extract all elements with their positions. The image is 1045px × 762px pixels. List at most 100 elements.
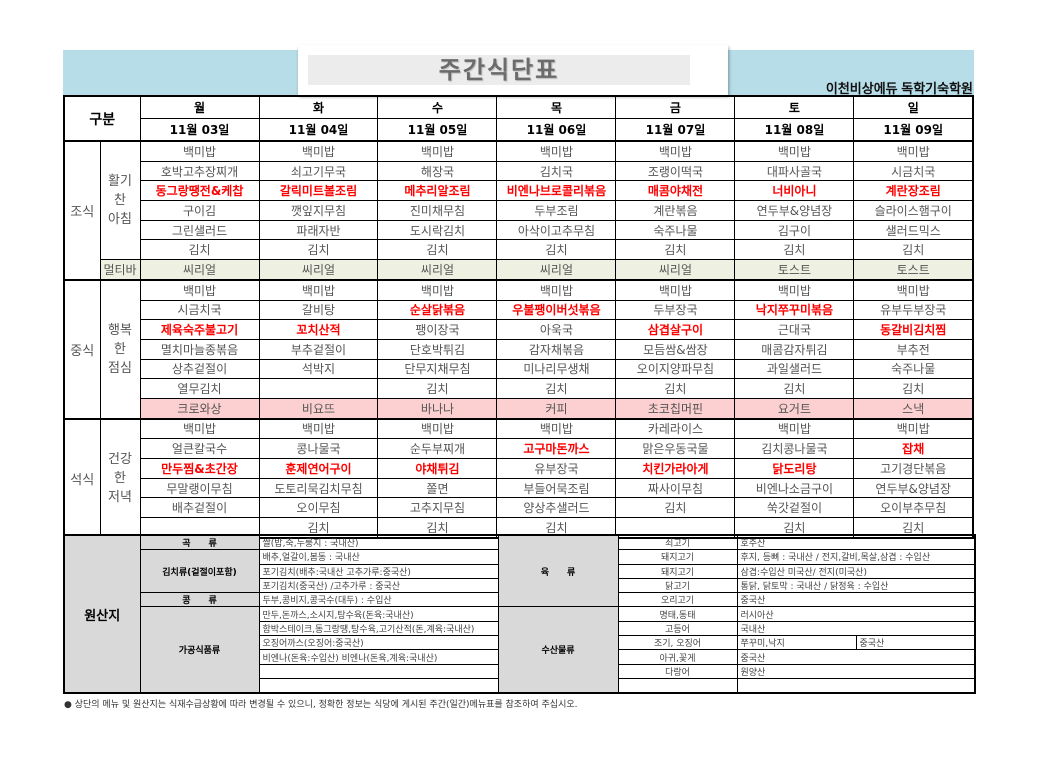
meal-subtitle: 활기 찬 아침: [99, 140, 141, 261]
menu-row: 동그랑땡전&케찹 갈릭미트볼조림 메추리알조림 비엔나브로콜리볶음 매콤야채전 너비아니 계…: [64, 180, 974, 202]
menu-item: 깻잎지무침: [258, 200, 379, 221]
menu-item: 그린샐러드: [139, 219, 260, 241]
origin-category: 수산물류: [497, 606, 619, 694]
snack-item: 초코칩머핀: [615, 397, 736, 420]
menu-item: 닭도리탕: [734, 458, 855, 479]
origin-detail: [258, 677, 499, 694]
menu-item: 과일샐러드: [734, 358, 855, 380]
menu-item: 짜사이무침: [615, 477, 736, 499]
menu-item: 김치: [139, 239, 260, 261]
menu-item: 근대국: [734, 319, 855, 340]
date-header: 11월 09일: [853, 118, 974, 142]
menu-item: 백미밥: [377, 278, 498, 301]
menu-item: 김치: [258, 239, 379, 261]
origin-item: 쇠고기: [617, 534, 738, 551]
origin-item: 닭고기: [617, 577, 738, 594]
origin-item: 조기, 오징어: [617, 635, 738, 651]
weekly-menu-table: 구분 월 화 수 목 금 토 일 11월 03일 11월 04일 11월 05일 11월 06일 11월…: [63, 95, 974, 539]
menu-item: 오이지양파무침: [615, 358, 736, 380]
menu-item: 맑은우동국물: [615, 438, 736, 459]
menu-item: [258, 378, 379, 399]
origin-detail: 호주산: [736, 534, 976, 551]
menu-row: 멸치마늘종볶음 부추겉절이 단호박튀김 감자채볶음 모듬쌈&쌈장 매콤감자튀김 부추전: [64, 338, 974, 360]
menu-item: 만두찜&초간장: [139, 458, 260, 479]
menu-item: 숙주나물: [615, 219, 736, 241]
menu-item: 배추겉절이: [139, 497, 260, 519]
menu-item: 백미밥: [258, 417, 379, 440]
menu-item: 김치: [734, 239, 855, 261]
day-header: 금: [615, 95, 736, 119]
meal-subtitle: 행복 한 점심: [99, 278, 141, 420]
date-header: 11월 03일: [139, 118, 260, 142]
menu-item: 백미밥: [615, 139, 736, 162]
origin-detail: 비엔나(돈육:수입산) 비엔나(돈육,계육:국내산): [258, 649, 499, 665]
menu-item: 꼬치산적: [258, 319, 379, 340]
menu-item: 김치: [496, 378, 617, 399]
menu-item: 백미밥: [377, 417, 498, 440]
menu-item: 메추리알조림: [377, 180, 498, 202]
origin-detail: 삼겹:수입산 미국산/ 전지(미국산): [736, 563, 976, 579]
snack-item: 커피: [496, 397, 617, 420]
menu-item: 열무김치: [139, 378, 260, 399]
multibar-item: 씨리얼: [377, 259, 498, 281]
meal-label: 석식: [63, 417, 101, 539]
day-header: 목: [496, 95, 617, 119]
menu-item: 부추전: [853, 338, 974, 360]
day-header: 화: [258, 95, 379, 119]
menu-item: 김치: [377, 378, 498, 399]
menu-item: 석박지: [258, 358, 379, 380]
menu-item: 순살닭볶음: [377, 299, 498, 321]
menu-item: 대파사골국: [734, 160, 855, 182]
menu-item: 상추겉절이: [139, 358, 260, 380]
origin-detail: 원양산: [736, 663, 976, 679]
menu-item: 미나리무생채: [496, 358, 617, 380]
menu-item: 김치: [615, 378, 736, 399]
menu-item: 김치콩나물국: [734, 438, 855, 459]
multibar-item: 씨리얼: [258, 259, 379, 281]
corner-label: 구분: [63, 95, 141, 142]
menu-item: 김치: [615, 497, 736, 519]
menu-item: 모듬쌈&쌈장: [615, 338, 736, 360]
menu-item: 매콤감자튀김: [734, 338, 855, 360]
date-header: 11월 04일: [258, 118, 379, 142]
meal-subtitle: 건강 한 저녁: [99, 417, 141, 539]
origin-row: 포기김치(배추:국내산 고추가루:중국산) 돼지고기 삼겹:수입산 미국산/ 전지(…: [64, 563, 976, 579]
menu-item: 김치: [853, 378, 974, 399]
multibar-item: 토스트: [734, 259, 855, 281]
origin-detail: 만두,돈까스,소시지,탕수육(돈육:국내산): [258, 606, 499, 622]
date-header: 11월 07일: [615, 118, 736, 142]
menu-item: 백미밥: [139, 139, 260, 162]
origin-item: 돼지고기: [617, 549, 738, 565]
menu-item: 무말랭이무침: [139, 477, 260, 499]
multibar-item: 씨리얼: [496, 259, 617, 281]
multibar-item: 씨리얼: [615, 259, 736, 281]
menu-item: 백미밥: [615, 278, 736, 301]
footer-note: ● 상단의 메뉴 및 원산지는 식재수급상황에 따라 변경될 수 있으니, 정확…: [64, 700, 578, 710]
menu-item: 양상추샐러드: [496, 497, 617, 519]
origin-detail: 중국산: [855, 635, 976, 651]
menu-item: 고기경단볶음: [853, 458, 974, 479]
origin-detail: [258, 663, 499, 679]
origin-category: 김치류(겉절이포함): [139, 549, 260, 594]
menu-item: 콩나물국: [258, 438, 379, 459]
date-header: 11월 08일: [734, 118, 855, 142]
menu-item: 얼큰칼국수: [139, 438, 260, 459]
menu-row: 열무김치 김치 김치 김치 김치 김치: [64, 378, 974, 399]
menu-item: 두부조림: [496, 200, 617, 221]
menu-item: 오이무침: [258, 497, 379, 519]
menu-item: 갈비탕: [258, 299, 379, 321]
day-header: 토: [734, 95, 855, 119]
menu-item: 고추지무침: [377, 497, 498, 519]
menu-item: 김치: [496, 239, 617, 261]
menu-row: 석식 건강 한 저녁 백미밥 백미밥 백미밥 백미밥 카레라이스 백미밥 백미밥: [63, 417, 974, 539]
origin-detail: 쭈꾸미,낙지: [736, 635, 857, 651]
menu-item: 계란볶음: [615, 200, 736, 221]
menu-row: 얼큰칼국수 콩나물국 순두부찌개 고구마돈까스 맑은우동국물 김치콩나물국 잡채: [64, 438, 974, 459]
menu-item: 백미밥: [139, 278, 260, 301]
origin-item: 다랑어: [617, 663, 738, 679]
origin-detail: 후지, 등뼈 : 국내산 / 전지,갈비,목살,삼겹 : 수입산: [736, 549, 976, 565]
menu-item: 백미밥: [734, 417, 855, 440]
origin-row: 다랑어 원양산: [64, 663, 976, 679]
snack-item: 바나나: [377, 397, 498, 420]
menu-item: 김치: [853, 239, 974, 261]
